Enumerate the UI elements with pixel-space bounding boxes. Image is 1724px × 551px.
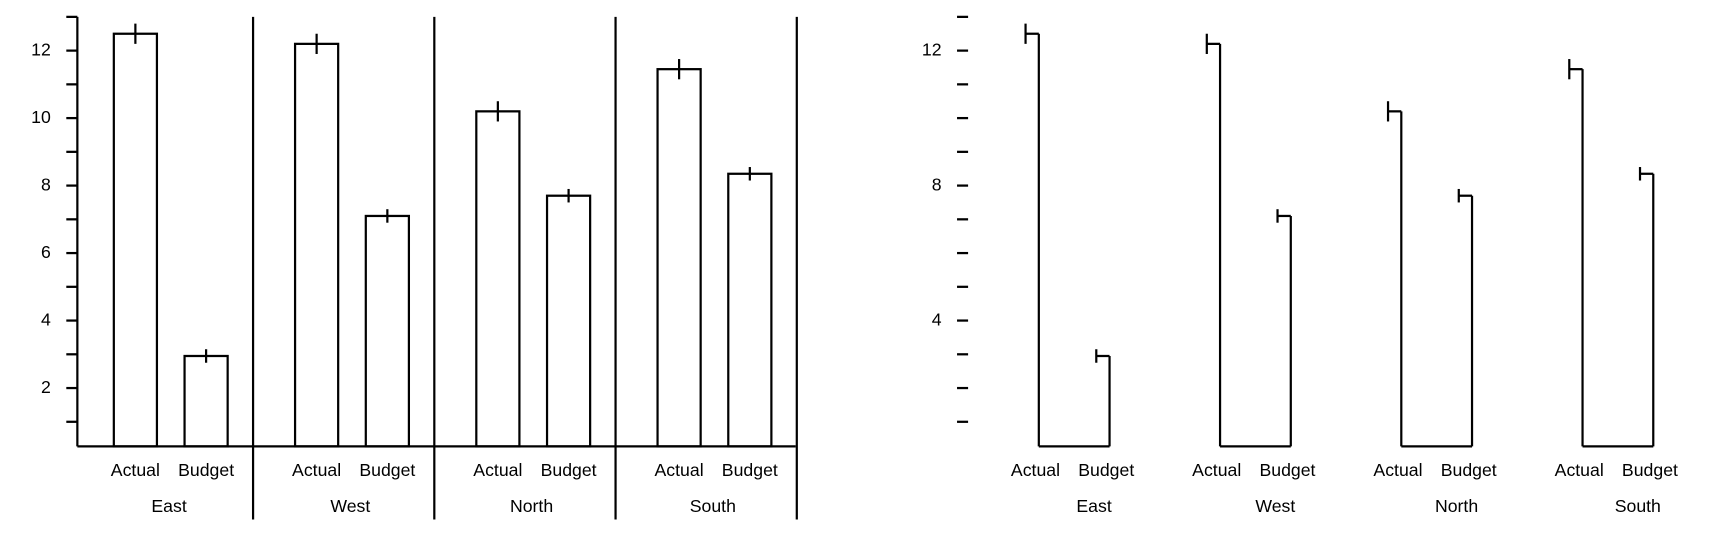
y-tick-label: 12 [31,39,51,59]
bar [293,42,340,448]
x-tick-label: Actual [1011,460,1060,480]
group-label: West [1255,496,1295,516]
y-tick-label: 4 [41,309,51,329]
y-tick-label: 2 [41,377,51,397]
bar [545,194,592,448]
x-tick-label: Budget [1078,460,1134,480]
y-tick-label: 10 [31,107,51,127]
y-tick-label: 8 [41,174,51,194]
group-label: South [690,496,736,516]
bar [364,214,411,448]
group-label: North [1435,496,1478,516]
x-tick-label: Actual [1192,460,1241,480]
x-tick-label: Actual [655,460,704,480]
x-tick-label: Budget [1441,460,1497,480]
group-label: East [1076,496,1111,516]
x-tick-label: Budget [178,460,234,480]
group-label: North [510,496,553,516]
x-tick-label: Budget [359,460,415,480]
x-tick-label: Budget [1259,460,1315,480]
group-label: East [151,496,186,516]
y-tick-label: 8 [932,174,942,194]
x-tick-label: Actual [473,460,522,480]
bar [475,110,521,448]
bar [656,68,702,448]
x-tick-label: Budget [722,460,778,480]
bar [112,32,159,448]
group-label: South [1615,496,1661,516]
y-tick-label: 6 [41,242,51,262]
x-tick-label: Budget [541,460,597,480]
group-label: West [330,496,370,516]
x-tick-label: Actual [292,460,341,480]
x-tick-label: Actual [111,460,160,480]
y-tick-label: 12 [922,39,942,59]
x-tick-label: Actual [1373,460,1422,480]
bar [727,172,773,448]
bar [183,354,229,448]
y-tick-label: 4 [932,309,942,329]
x-tick-label: Budget [1622,460,1678,480]
x-tick-label: Actual [1555,460,1604,480]
